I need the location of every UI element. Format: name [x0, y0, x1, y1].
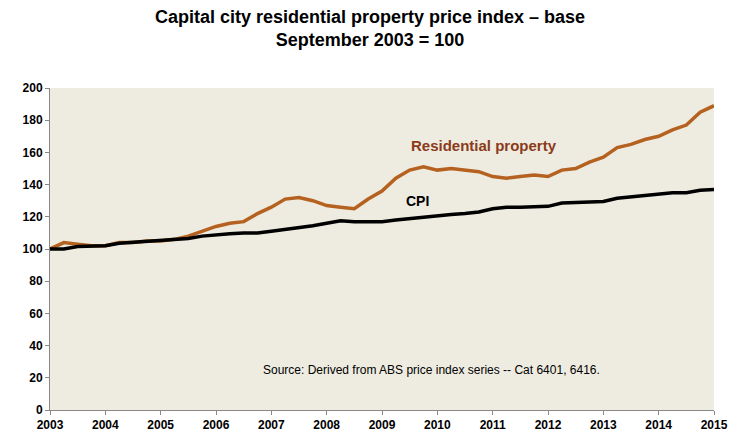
- svg-text:0: 0: [36, 403, 43, 417]
- svg-text:CPI: CPI: [406, 193, 429, 209]
- svg-text:Capital city residential prope: Capital city residential property price …: [155, 7, 585, 50]
- svg-text:2013: 2013: [590, 418, 617, 432]
- svg-text:2006: 2006: [203, 418, 230, 432]
- svg-text:60: 60: [29, 307, 43, 321]
- svg-text:2005: 2005: [147, 418, 174, 432]
- svg-text:2012: 2012: [535, 418, 562, 432]
- svg-text:160: 160: [23, 146, 43, 160]
- svg-text:100: 100: [23, 242, 43, 256]
- svg-text:2015: 2015: [701, 418, 728, 432]
- svg-text:2007: 2007: [258, 418, 285, 432]
- svg-text:2008: 2008: [313, 418, 340, 432]
- svg-text:2004: 2004: [92, 418, 119, 432]
- svg-text:2003: 2003: [37, 418, 64, 432]
- svg-text:20: 20: [29, 371, 43, 385]
- svg-text:200: 200: [23, 81, 43, 95]
- svg-text:40: 40: [29, 339, 43, 353]
- svg-text:80: 80: [29, 274, 43, 288]
- svg-text:140: 140: [23, 178, 43, 192]
- svg-text:120: 120: [23, 210, 43, 224]
- svg-text:Source: Derived from ABS price: Source: Derived from ABS price index ser…: [263, 363, 600, 377]
- svg-text:180: 180: [23, 113, 43, 127]
- svg-text:2014: 2014: [645, 418, 672, 432]
- svg-text:2010: 2010: [424, 418, 451, 432]
- svg-text:2009: 2009: [369, 418, 396, 432]
- svg-text:Residential property: Residential property: [411, 137, 557, 154]
- svg-text:2011: 2011: [480, 418, 506, 432]
